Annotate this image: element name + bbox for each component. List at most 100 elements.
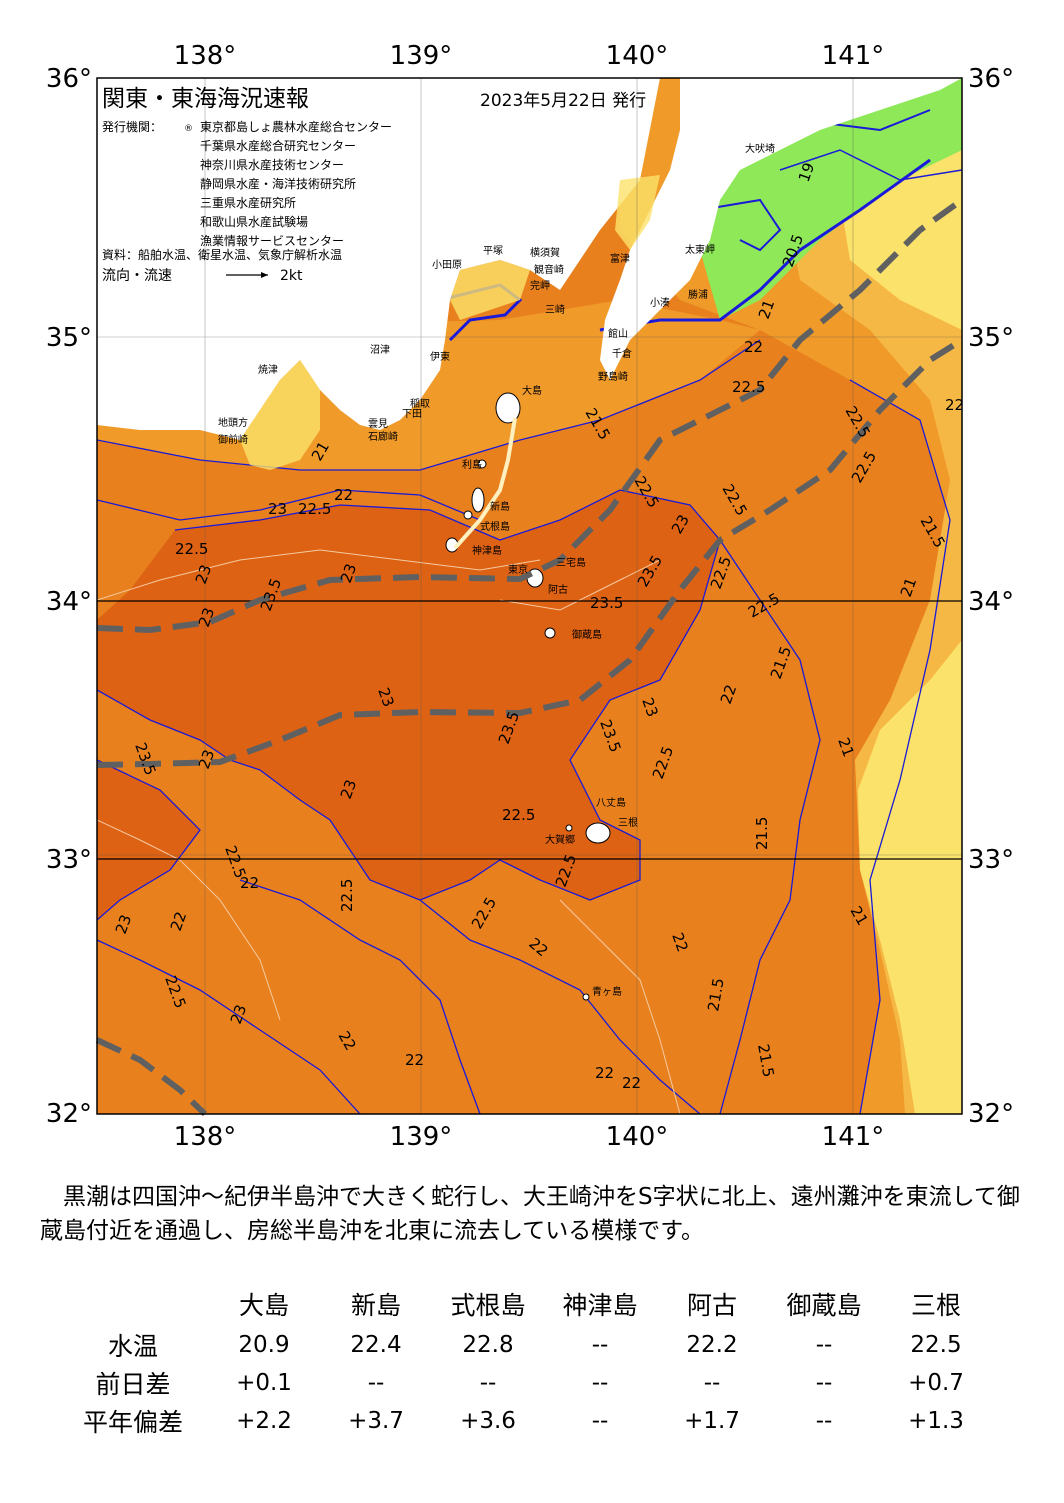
table-row: 水温 20.9 22.4 22.8 -- 22.2 -- 22.5 (58, 1326, 992, 1364)
isotherm-label: 19 (795, 160, 818, 184)
place-name: 三宅島 (556, 556, 586, 569)
graticule (97, 78, 962, 1114)
place-name: 館山 (608, 327, 628, 340)
isotherm-label: 23 (638, 695, 661, 719)
table-header-row: 大島 新島 式根島 神津島 阿古 御蔵島 三根 (58, 1282, 992, 1326)
issuer: 三重県水産研究所 (200, 195, 296, 210)
isotherm-label: 23 (337, 777, 360, 801)
route-line (453, 417, 517, 550)
lat-label: 32° (46, 1099, 92, 1129)
column-header: 御蔵島 (786, 1291, 862, 1320)
isotherm-label: 21 (755, 297, 778, 321)
table-cell: +1.3 (908, 1408, 964, 1434)
isotherm-label: 23 (195, 747, 218, 771)
map-frame (96, 77, 963, 1115)
table-cell: 20.9 (238, 1332, 290, 1358)
place-name: 伊東 (430, 350, 450, 363)
table-cell: -- (591, 1332, 609, 1358)
summary-text-block: 黒潮は四国沖〜紀伊半島沖で大きく蛇行し、大王崎沖をS字状に北上、遠州灘沖を東流し… (40, 1180, 1030, 1248)
column-header: 大島 (238, 1291, 289, 1320)
place-name: 青ヶ島 (592, 985, 622, 998)
row-label: 前日差 (95, 1370, 171, 1399)
isotherm-label: 23 (374, 685, 397, 709)
isotherm-label: 21.5 (754, 1043, 778, 1079)
lat-label: 33° (968, 845, 1014, 875)
table-cell: -- (815, 1370, 833, 1396)
place-name: 千倉 (612, 347, 632, 360)
isotherm-label: 23.5 (590, 594, 623, 612)
place-name: 御蔵島 (572, 628, 602, 641)
isotherm-label: 22 (334, 486, 353, 504)
place-name: 新島 (490, 500, 510, 513)
table-cell: 22.2 (686, 1332, 738, 1358)
isotherm-labels: 19 20.5 21 21.5 22 22.5 22.5 22 22.5 22.… (112, 160, 964, 1092)
place-name: 御前崎 (218, 433, 248, 446)
isotherm-label: 23 (227, 1002, 250, 1026)
kuroshio-axis (95, 197, 964, 1117)
isotherm-label: 23 (192, 562, 215, 586)
lon-label: 141° (822, 41, 885, 71)
table-corner (58, 1282, 208, 1326)
land (97, 78, 962, 1001)
place-name: 下田 (402, 409, 422, 420)
place-name: 小田原 (432, 259, 462, 271)
place-name: 大島 (522, 384, 542, 397)
place-names: 大吠埼 太東岬 勝浦 小湊 富津 館山 千倉 野島崎 横須賀 観音崎 平塚 小田… (218, 142, 775, 998)
lat-label: 33° (46, 845, 92, 875)
place-name: 平塚 (483, 245, 503, 257)
place-name: 横須賀 (530, 246, 560, 259)
isotherm-label: 22 (240, 874, 259, 892)
lon-label: 139° (390, 41, 453, 71)
table-cell: 22.5 (910, 1332, 962, 1358)
table-row: 前日差 +0.1 -- -- -- -- -- +0.7 (58, 1364, 992, 1402)
lat-labels-right: 36° 35° 34° 33° 32° (968, 64, 1014, 1129)
place-name: 三根 (618, 816, 638, 829)
isotherm-label: 23 (195, 605, 218, 629)
map-header: 関東・東海海況速報 2023年5月22日 発行 発行機関： ® 東京都島しょ農林… (102, 86, 646, 284)
table-cell: 22.8 (462, 1332, 514, 1358)
table-cell: 22.4 (350, 1332, 402, 1358)
isotherm-label: 22 (595, 1064, 614, 1082)
place-name: 焼津 (258, 364, 278, 376)
isotherm-label: 21 (834, 735, 857, 759)
legend-label: 流向・流速 (102, 268, 172, 284)
isotherm-label: 21 (897, 575, 920, 599)
table-cell: +1.7 (684, 1408, 740, 1434)
isotherm-label: 22 (717, 682, 740, 706)
place-name: 地頭方 (218, 416, 248, 429)
lat-label: 34° (968, 587, 1014, 617)
issuer: 東京都島しょ農林水産総合センター (200, 119, 392, 134)
island-temperature-table: 大島 新島 式根島 神津島 阿古 御蔵島 三根 水温 20.9 22.4 22.… (58, 1282, 992, 1440)
table-cell: +0.7 (908, 1370, 964, 1396)
issuer-mark-icon: ® (184, 124, 193, 134)
table-cell: -- (815, 1408, 833, 1434)
place-name: 観音崎 (534, 263, 564, 276)
lat-labels-left: 36° 35° 34° 33° 32° (46, 64, 92, 1129)
place-name: 勝浦 (688, 288, 708, 301)
column-header: 三根 (910, 1291, 961, 1320)
place-name: 神津島 (472, 544, 502, 557)
isotherm-label: 22 (405, 1051, 424, 1069)
issue-date: 2023年5月22日 発行 (480, 91, 646, 111)
isotherm-label: 22.5 (732, 378, 765, 396)
lon-label: 138° (174, 41, 237, 71)
isotherm-label: 22.5 (502, 806, 535, 824)
data-sources: 資料：船舶水温、衛星水温、気象庁解析水温 (102, 247, 342, 262)
isotherm-label: 21.5 (753, 817, 771, 850)
table-row: 平年偏差 +2.2 +3.7 +3.6 -- +1.7 -- +1.3 (58, 1402, 992, 1440)
table-cell: -- (703, 1370, 721, 1396)
table-cell: +3.7 (348, 1408, 404, 1434)
isotherm-label: 22.5 (338, 879, 356, 912)
place-name: 大賀郷 (545, 833, 575, 846)
lon-labels-bottom: 138° 139° 140° 141° (174, 1122, 885, 1152)
place-name: 石廊崎 (368, 430, 398, 443)
sst-map: 138° 139° 140° 141° 138° 139° 140° 141° … (46, 41, 1014, 1152)
isotherm-label: 22 (167, 909, 190, 933)
lat-label: 36° (46, 64, 92, 94)
place-name: 完岬 (530, 279, 550, 292)
issuers-label: 発行機関： (102, 119, 162, 134)
lon-labels-top: 138° 139° 140° 141° (174, 41, 885, 71)
isotherm-label: 22.5 (175, 540, 208, 558)
isotherm-label: 23 (337, 561, 360, 585)
place-name: 沼津 (370, 343, 390, 356)
